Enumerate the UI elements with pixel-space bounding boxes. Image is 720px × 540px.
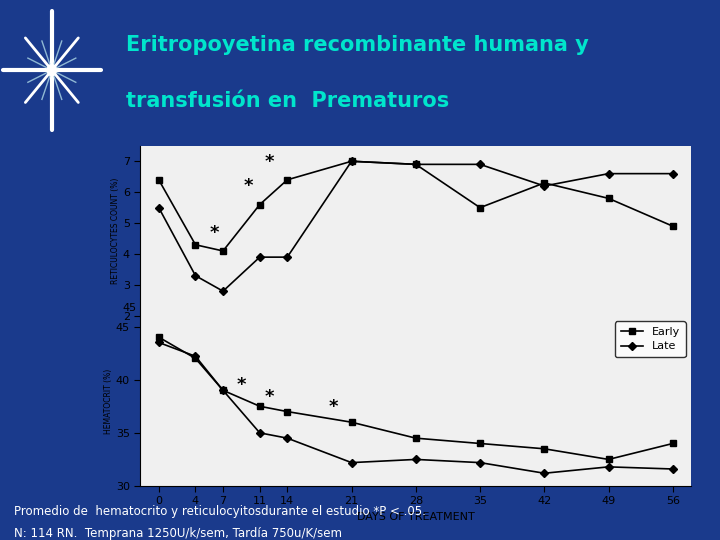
Early — [540, 180, 549, 186]
Y-axis label: HEMATOCRIT (%): HEMATOCRIT (%) — [104, 368, 113, 434]
Early — [540, 446, 549, 452]
Text: transfusión en  Prematuros: transfusión en Prematuros — [126, 91, 449, 111]
Early — [154, 177, 163, 183]
Text: Promedio de  hematocrito y reticulocyitosdurante el estudio *P < .05.: Promedio de hematocrito y reticulocyitos… — [14, 505, 426, 518]
Late — [219, 288, 228, 294]
Late — [283, 435, 292, 441]
Line: Early: Early — [156, 158, 675, 254]
Early — [476, 440, 485, 447]
Early — [256, 403, 264, 409]
Early — [668, 223, 677, 230]
Late — [154, 205, 163, 211]
Late — [347, 460, 356, 466]
Late — [256, 254, 264, 260]
Late — [192, 273, 200, 279]
Late — [256, 430, 264, 436]
Circle shape — [48, 65, 56, 76]
Early — [219, 248, 228, 254]
Early — [412, 161, 420, 167]
Late — [540, 183, 549, 189]
Text: *: * — [264, 388, 274, 406]
Early — [347, 419, 356, 426]
Legend: Early, Late: Early, Late — [615, 321, 685, 357]
Early — [219, 387, 228, 394]
Text: *: * — [210, 224, 219, 242]
Early — [412, 435, 420, 441]
Late — [604, 464, 613, 470]
Late — [604, 171, 613, 177]
Late — [412, 456, 420, 463]
Late — [476, 460, 485, 466]
Early — [192, 355, 200, 362]
Text: *: * — [264, 152, 274, 171]
Early — [154, 334, 163, 340]
Late — [154, 339, 163, 346]
Text: Eritropoyetina recombinante humana y: Eritropoyetina recombinante humana y — [126, 35, 589, 55]
Early — [476, 205, 485, 211]
Text: *: * — [243, 177, 253, 195]
Late — [476, 161, 485, 167]
Text: N: 114 RN.  Temprana 1250U/k/sem, Tardía 750u/K/sem: N: 114 RN. Temprana 1250U/k/sem, Tardía … — [14, 526, 343, 539]
Early — [604, 195, 613, 201]
Early — [283, 408, 292, 415]
Text: 45: 45 — [122, 303, 137, 313]
Early — [283, 177, 292, 183]
Late — [540, 470, 549, 476]
Late — [668, 171, 677, 177]
X-axis label: DAYS OF TREATMENT: DAYS OF TREATMENT — [357, 512, 474, 522]
Early — [604, 456, 613, 463]
Late — [192, 353, 200, 360]
Line: Late: Late — [156, 340, 675, 476]
Late — [347, 158, 356, 165]
Line: Early: Early — [156, 334, 675, 462]
Early — [192, 241, 200, 248]
Early — [256, 201, 264, 208]
Late — [283, 254, 292, 260]
Line: Late: Late — [156, 158, 675, 294]
Late — [219, 387, 228, 394]
Late — [412, 161, 420, 167]
Text: *: * — [237, 375, 246, 394]
Text: *: * — [328, 398, 338, 416]
Late — [668, 465, 677, 472]
Early — [347, 158, 356, 165]
Early — [668, 440, 677, 447]
Y-axis label: RETICULOCYTES COUNT (%): RETICULOCYTES COUNT (%) — [111, 178, 120, 284]
